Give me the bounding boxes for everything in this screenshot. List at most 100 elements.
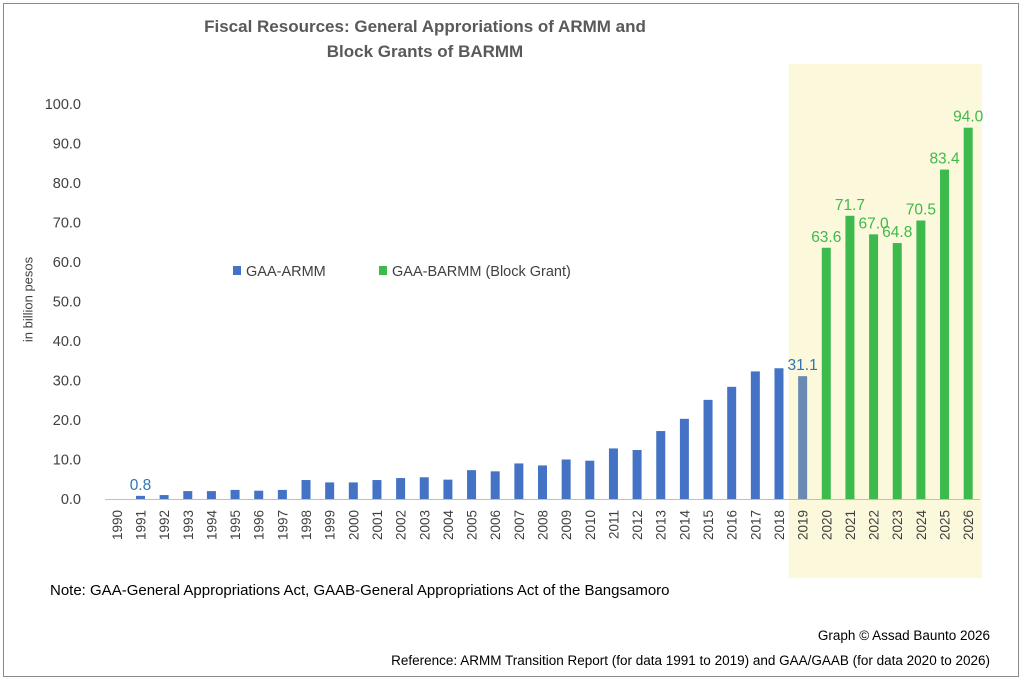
x-tick-label: 2010 xyxy=(583,510,598,540)
data-label-2024: 70.5 xyxy=(906,202,936,219)
x-tick-label: 1992 xyxy=(157,510,172,540)
x-tick-label: 2023 xyxy=(890,510,905,540)
bar-armm-2011 xyxy=(608,448,618,499)
y-tick-label: 80.0 xyxy=(53,176,81,192)
bar-armm-2002 xyxy=(396,478,406,499)
y-tick-label: 40.0 xyxy=(53,334,81,350)
x-tick-label: 1996 xyxy=(252,510,267,540)
data-label-2022: 67.0 xyxy=(858,215,889,232)
bar-armm-1993 xyxy=(183,491,193,499)
y-tick-label: 100.0 xyxy=(45,97,81,113)
x-tick-label: 2011 xyxy=(606,510,621,539)
bar-armm-2006 xyxy=(490,471,500,499)
bar-armm-2019 xyxy=(798,376,808,499)
bar-barmm-2025 xyxy=(940,169,950,499)
y-tick-label: 70.0 xyxy=(53,216,81,232)
x-tick-label: 2020 xyxy=(819,510,834,540)
shaded-region xyxy=(788,64,982,578)
x-tick-label: 1990 xyxy=(110,510,125,540)
bar-armm-2012 xyxy=(632,450,642,499)
y-tick-label: 60.0 xyxy=(53,255,81,271)
bar-barmm-2026 xyxy=(963,127,973,499)
x-tick-label: 2004 xyxy=(441,510,456,541)
data-label-1991: 0.8 xyxy=(130,477,152,494)
bar-armm-2015 xyxy=(703,399,713,499)
y-tick-label: 0.0 xyxy=(61,492,81,508)
y-tick-label: 30.0 xyxy=(53,374,81,390)
bar-armm-1998 xyxy=(301,480,311,499)
x-tick-label: 2026 xyxy=(961,510,976,540)
bar-armm-2014 xyxy=(679,418,689,499)
x-tick-label: 2005 xyxy=(465,510,480,540)
bar-armm-1997 xyxy=(277,489,287,499)
chart-title: Fiscal Resources: General Approriations … xyxy=(150,14,700,64)
x-tick-label: 1993 xyxy=(181,510,196,540)
y-tick-label: 10.0 xyxy=(53,453,81,469)
reference-text: Reference: ARMM Transition Report (for d… xyxy=(391,653,990,668)
bar-armm-2000 xyxy=(348,482,358,499)
chart-title-line-2: Block Grants of BARMM xyxy=(326,42,524,61)
bar-armm-2008 xyxy=(538,465,547,499)
bar-armm-1999 xyxy=(325,482,335,499)
bar-barmm-2021 xyxy=(845,215,855,499)
bar-armm-2004 xyxy=(443,479,453,499)
y-tick-label: 50.0 xyxy=(53,295,81,311)
data-label-2019: 31.1 xyxy=(788,357,818,374)
x-tick-label: 2002 xyxy=(394,510,409,540)
x-tick-label: 2014 xyxy=(677,510,692,541)
bar-armm-2005 xyxy=(467,470,477,499)
x-tick-label: 2008 xyxy=(536,510,551,540)
x-tick-label: 2024 xyxy=(914,510,929,541)
x-tick-label: 2000 xyxy=(346,510,361,540)
x-tick-label: 2012 xyxy=(630,510,645,540)
legend-label-armm: GAA-ARMM xyxy=(246,264,326,280)
x-tick-label: 1998 xyxy=(299,510,314,540)
bar-armm-2018 xyxy=(774,368,784,499)
x-tick-label: 2009 xyxy=(559,510,574,540)
bar-barmm-2020 xyxy=(821,247,831,499)
x-tick-label: 2019 xyxy=(796,510,811,540)
bar-armm-1994 xyxy=(206,491,216,499)
bar-barmm-2024 xyxy=(916,220,926,499)
bar-barmm-2022 xyxy=(869,234,879,499)
bar-barmm-2023 xyxy=(892,243,902,499)
data-label-2021: 71.7 xyxy=(835,197,865,214)
bar-armm-2001 xyxy=(372,480,382,499)
bar-armm-2017 xyxy=(750,371,760,499)
x-tick-label: 2006 xyxy=(488,510,503,540)
legend-label-barmm: GAA-BARMM (Block Grant) xyxy=(392,264,571,280)
data-label-2026: 94.0 xyxy=(953,109,984,126)
x-tick-label: 2001 xyxy=(370,510,385,540)
x-tick-label: 2018 xyxy=(772,510,787,540)
x-tick-label: 2017 xyxy=(748,510,763,540)
bar-armm-2007 xyxy=(514,463,524,499)
bar-armm-1992 xyxy=(159,495,169,499)
bar-armm-2013 xyxy=(656,431,666,499)
data-label-2020: 63.6 xyxy=(811,229,841,246)
credit-text: Graph © Assad Baunto 2026 xyxy=(817,628,990,643)
x-tick-label: 2016 xyxy=(725,510,740,540)
x-tick-label: 2015 xyxy=(701,510,716,540)
bar-armm-1996 xyxy=(254,490,264,499)
footnote: Note: GAA-General Appropriations Act, GA… xyxy=(50,582,670,599)
x-tick-label: 2021 xyxy=(843,510,858,540)
bar-armm-2010 xyxy=(585,460,595,499)
x-tick-label: 2022 xyxy=(867,510,882,540)
x-tick-label: 2007 xyxy=(512,510,527,540)
x-tick-label: 1991 xyxy=(133,510,148,540)
y-tick-label: 90.0 xyxy=(53,137,81,153)
legend-swatch-armm xyxy=(233,266,241,275)
data-label-2023: 64.8 xyxy=(882,224,912,241)
bar-armm-2003 xyxy=(419,477,429,499)
data-label-2025: 83.4 xyxy=(929,151,960,168)
bar-armm-1991 xyxy=(135,495,145,499)
x-tick-label: 2025 xyxy=(938,510,953,540)
x-tick-label: 1999 xyxy=(323,510,338,540)
chart-title-line-1: Fiscal Resources: General Approriations … xyxy=(204,17,646,36)
x-tick-label: 2013 xyxy=(654,510,669,540)
x-tick-label: 1994 xyxy=(204,510,219,541)
x-tick-label: 2003 xyxy=(417,510,432,540)
legend-swatch-barmm xyxy=(379,266,387,275)
bar-armm-1995 xyxy=(230,489,240,499)
